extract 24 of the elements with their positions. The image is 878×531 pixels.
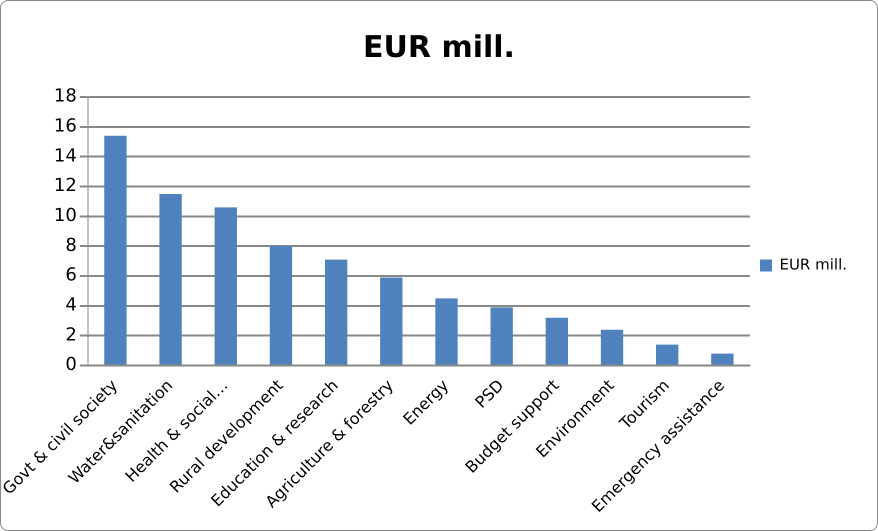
y-tick-label: 18 [54,86,77,107]
bar [435,298,458,365]
bar [104,136,127,365]
y-tick-label: 2 [65,324,77,346]
y-tick-label: 10 [54,205,77,226]
bar [159,194,182,365]
y-tick-label: 6 [65,264,77,286]
bar [214,207,237,365]
y-tick-label: 8 [65,234,77,256]
bar [270,246,292,365]
chart-title: EUR mill. [363,30,515,65]
bar [380,278,402,365]
bar [711,354,734,365]
y-tick-label: 14 [54,145,77,166]
y-tick-label: 0 [65,354,77,376]
legend-label: EUR mill. [779,255,847,274]
bar [656,344,678,365]
bar [546,318,568,365]
y-tick-label: 16 [54,116,77,137]
bar [600,330,624,365]
y-tick-label: 12 [54,175,77,196]
bar [490,307,513,365]
y-tick-label: 4 [65,294,77,316]
bar [324,260,348,365]
